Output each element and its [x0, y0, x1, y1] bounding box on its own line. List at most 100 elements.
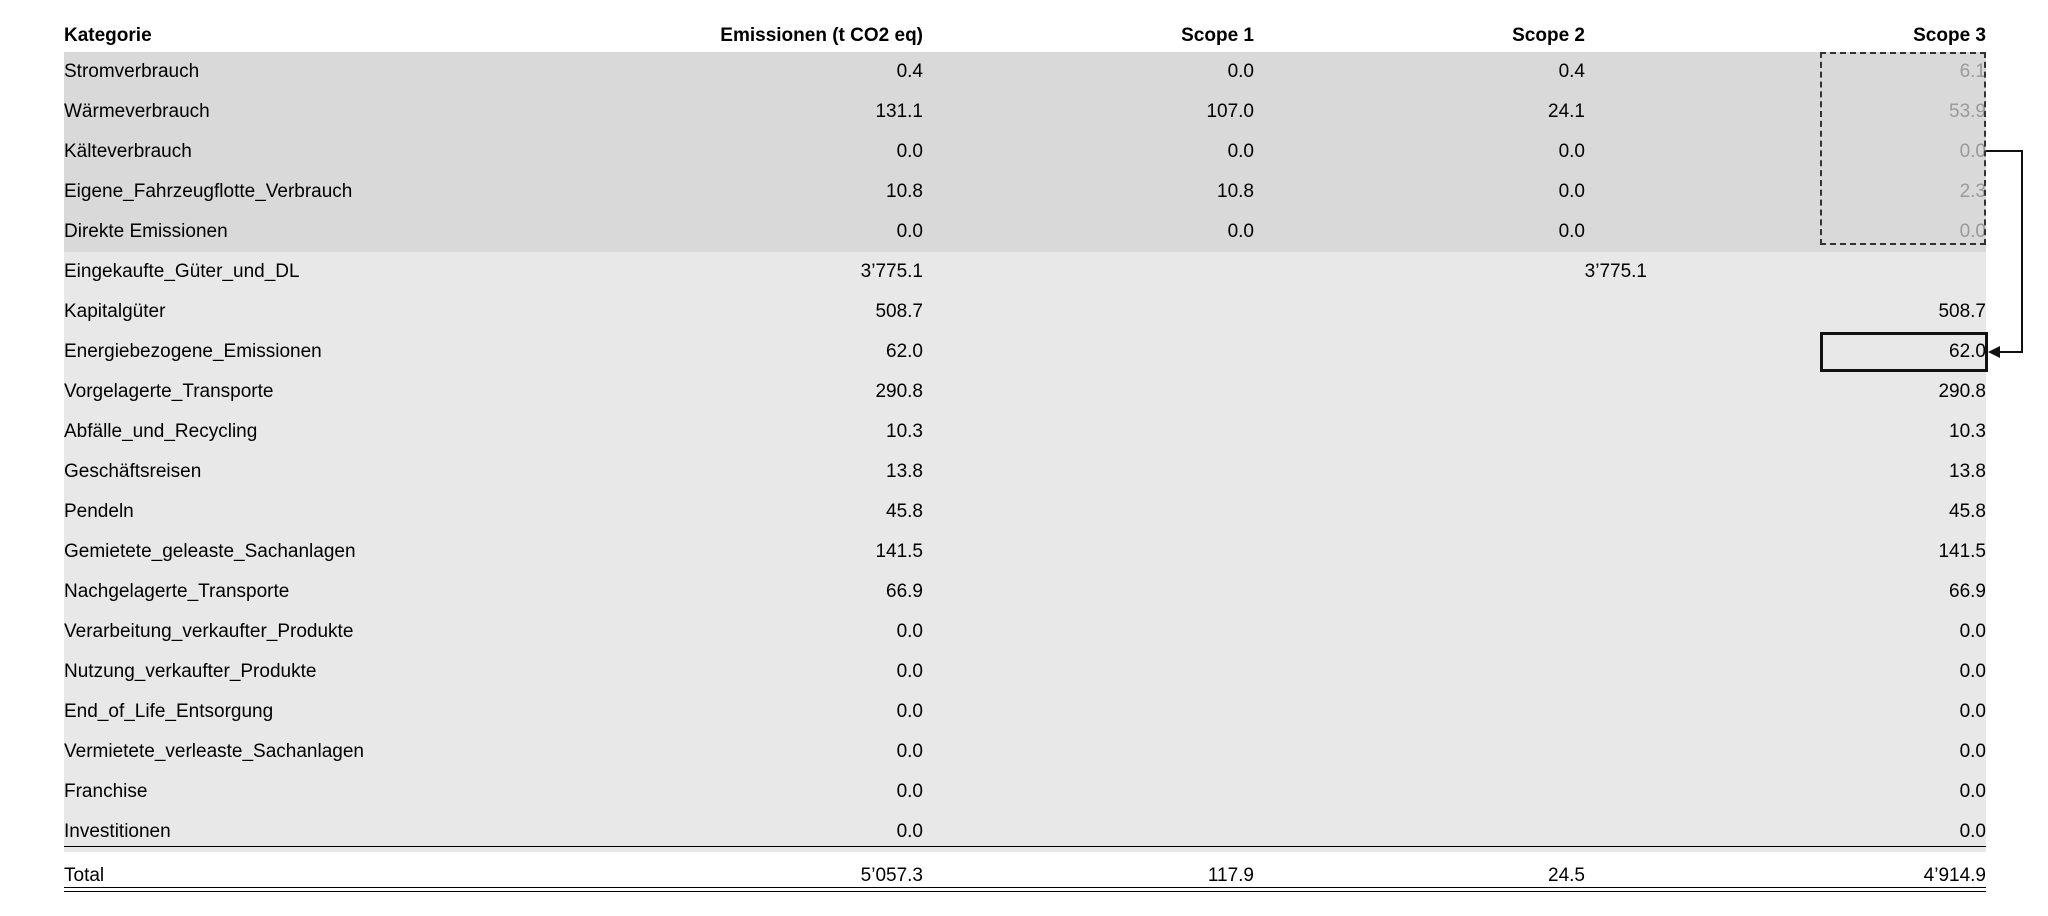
table-row: Wärmeverbrauch 131.1 107.0 24.1 53.9 — [64, 92, 1986, 132]
row-scope3 — [64, 252, 1986, 292]
table-row: End_of_Life_Entsorgung 0.0 0.0 — [64, 692, 1986, 732]
row-scope1: 0.0 — [1227, 221, 1254, 242]
table-row: Franchise 0.0 0.0 — [64, 772, 1986, 812]
row-emissions: 0.0 — [896, 621, 923, 642]
table-row: Direkte Emissionen 0.0 0.0 0.0 0.0 — [64, 212, 1986, 252]
table-row: Kälteverbrauch 0.0 0.0 0.0 0.0 — [64, 132, 1986, 172]
row-category: Verarbeitung_verkaufter_Produkte — [64, 621, 354, 642]
table-row: Eigene_Fahrzeugflotte_Verbrauch 10.8 10.8 0… — [64, 172, 1986, 212]
row-emissions: 0.0 — [896, 141, 923, 162]
header-scope3: Scope 3 — [1913, 25, 1986, 46]
row-category: Nachgelagerte_Transporte — [64, 581, 290, 602]
row-scope3: 0.0 — [1959, 821, 1986, 842]
table-row: Nachgelagerte_Transporte 66.9 66.9 — [64, 572, 1986, 612]
table-row: Verarbeitung_verkaufter_Produkte 0.0 0.0 — [64, 612, 1986, 652]
total-top-border — [64, 846, 1986, 847]
row-category: Vorgelagerte_Transporte — [64, 381, 274, 402]
row-scope2: 0.0 — [1558, 141, 1585, 162]
row-scope3: 0.0 — [1959, 701, 1986, 722]
row-emissions: 0.0 — [896, 701, 923, 722]
total-scope1: 117.9 — [1207, 865, 1254, 886]
row-emissions: 0.0 — [896, 741, 923, 762]
row-emissions: 0.0 — [896, 221, 923, 242]
header-scope1: Scope 1 — [1181, 25, 1254, 46]
table-row: Eingekaufte_Güter_und_DL 3’775.1 3’775.1 — [64, 252, 1986, 292]
row-emissions: 3’775.1 — [860, 261, 923, 282]
row-emissions: 0.0 — [896, 821, 923, 842]
row-category: Kälteverbrauch — [64, 141, 192, 162]
table-row: Gemietete_geleaste_Sachanlagen 141.5 141.5 — [64, 532, 1986, 572]
total-scope3: 4’914.9 — [1923, 865, 1986, 886]
row-scope3: 0.0 — [1959, 661, 1986, 682]
total-double-underline — [64, 887, 1986, 892]
row-scope3: 0.0 — [1959, 741, 1986, 762]
row-scope3: 66.9 — [1949, 581, 1986, 602]
header-category: Kategorie — [64, 25, 152, 46]
row-emissions: 290.8 — [875, 381, 923, 402]
row-scope3: 45.8 — [1949, 501, 1986, 522]
row-category: Franchise — [64, 781, 148, 802]
table-row: Vorgelagerte_Transporte 290.8 290.8 — [64, 372, 1986, 412]
row-scope2: 0.0 — [1558, 181, 1585, 202]
row-scope1: 0.0 — [1227, 141, 1254, 162]
row-emissions: 13.8 — [886, 461, 923, 482]
row-scope3: 141.5 — [1938, 541, 1986, 562]
table-row: Abfälle_und_Recycling 10.3 10.3 — [64, 412, 1986, 452]
row-category: Direkte Emissionen — [64, 221, 228, 242]
row-category: Abfälle_und_Recycling — [64, 421, 258, 442]
row-scope2: 0.0 — [1558, 221, 1585, 242]
table-row: Vermietete_verleaste_Sachanlagen 0.0 0.0 — [64, 732, 1986, 772]
row-category: Kapitalgüter — [64, 301, 166, 322]
row-emissions: 62.0 — [886, 341, 923, 362]
table-row: Nutzung_verkaufter_Produkte 0.0 0.0 — [64, 652, 1986, 692]
row-scope3: 0.0 — [1959, 621, 1986, 642]
row-emissions: 0.0 — [896, 781, 923, 802]
total-emissions: 5’057.3 — [860, 865, 923, 886]
table-row: Kapitalgüter 508.7 508.7 — [64, 292, 1986, 332]
header-emissions: Emissionen (t CO2 eq) — [720, 25, 923, 46]
row-scope2: 0.4 — [1558, 61, 1585, 82]
row-scope3: 0.0 — [1959, 221, 1986, 242]
row-scope1: 107.0 — [1206, 101, 1254, 122]
row-emissions: 10.3 — [886, 421, 923, 442]
row-category: Gemietete_geleaste_Sachanlagen — [64, 541, 356, 562]
table-row: Investitionen 0.0 0.0 — [64, 812, 1986, 852]
row-scope1: 10.8 — [1217, 181, 1254, 202]
dashed-highlight-box — [1820, 52, 1986, 245]
row-category: Investitionen — [64, 821, 171, 842]
row-category: Wärmeverbrauch — [64, 101, 210, 122]
row-category: Eingekaufte_Güter_und_DL — [64, 261, 300, 282]
row-scope3: 0.0 — [1959, 781, 1986, 802]
row-category: Geschäftsreisen — [64, 461, 202, 482]
row-scope3: 13.8 — [1949, 461, 1986, 482]
row-scope3: 53.9 — [1949, 101, 1986, 122]
row-emissions: 45.8 — [886, 501, 923, 522]
row-emissions: 131.1 — [875, 101, 923, 122]
row-scope3: 62.0 — [1949, 341, 1986, 362]
row-scope3: 10.3 — [1949, 421, 1986, 442]
row-category: Energiebezogene_Emissionen — [64, 341, 322, 362]
row-scope2: 24.1 — [1548, 101, 1585, 122]
row-category: Vermietete_verleaste_Sachanlagen — [64, 741, 364, 762]
row-scope3: 6.1 — [1959, 61, 1986, 82]
row-category: End_of_Life_Entsorgung — [64, 701, 274, 722]
row-scope1: 0.0 — [1227, 61, 1254, 82]
table-row: Stromverbrauch 0.4 0.0 0.4 6.1 — [64, 52, 1986, 92]
row-emissions: 141.5 — [875, 541, 923, 562]
solid-highlight-box — [1820, 332, 1988, 372]
total-scope2: 24.5 — [1548, 865, 1585, 886]
row-emissions: 508.7 — [875, 301, 923, 322]
total-row: Total 5’057.3 117.9 24.5 4’914.9 — [64, 856, 1986, 896]
row-category: Nutzung_verkaufter_Produkte — [64, 661, 317, 682]
row-scope3: 0.0 — [1959, 141, 1986, 162]
row-emissions: 66.9 — [886, 581, 923, 602]
row-scope3: 290.8 — [1938, 381, 1986, 402]
row-emissions: 0.4 — [896, 61, 923, 82]
table-row: Pendeln 45.8 45.8 — [64, 492, 1986, 532]
table-row: Geschäftsreisen 13.8 13.8 — [64, 452, 1986, 492]
row-category: Stromverbrauch — [64, 61, 200, 82]
row-emissions: 10.8 — [886, 181, 923, 202]
row-emissions: 0.0 — [896, 661, 923, 682]
row-scope2: 3’775.1 — [1584, 261, 1647, 282]
